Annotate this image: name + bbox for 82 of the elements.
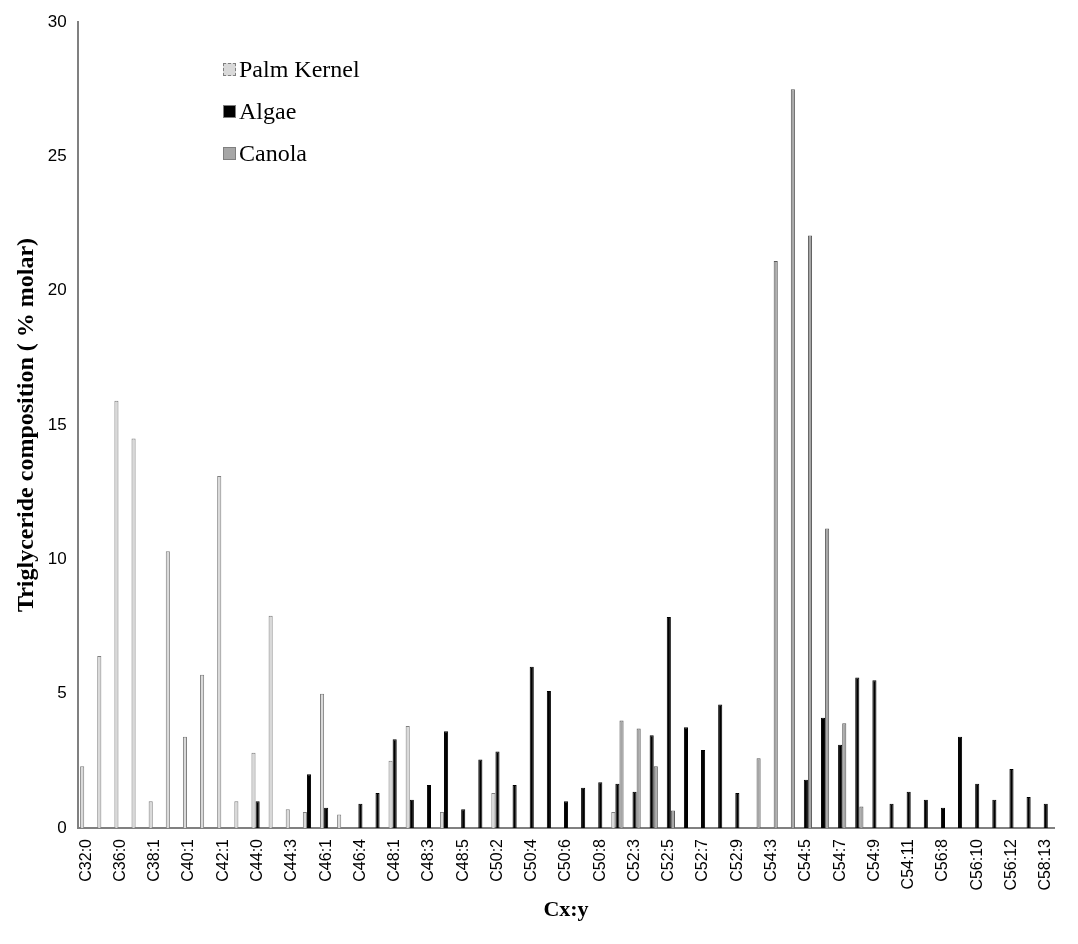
bar: [615, 783, 620, 829]
y-tick-label: 30: [47, 11, 67, 31]
bar: [666, 617, 671, 829]
bar: [255, 801, 260, 829]
bar: [872, 680, 877, 829]
bar: [409, 799, 414, 829]
bar: [512, 785, 517, 829]
legend-label: Algae: [239, 97, 297, 126]
x-tick-label: C52:3: [624, 838, 642, 882]
y-tick-label: 5: [57, 683, 67, 703]
x-tick-label: C52:7: [693, 838, 711, 882]
x-tick-label: C54:7: [830, 838, 848, 882]
bar: [1009, 768, 1014, 829]
bar: [529, 666, 534, 829]
bar: [324, 807, 329, 829]
x-tick-label: C46:4: [350, 838, 368, 882]
x-tick-label: C52:9: [727, 838, 745, 882]
bar: [649, 735, 654, 829]
x-tick-label: C52:5: [659, 838, 677, 882]
bar: [889, 803, 894, 829]
x-tick-label: C44:0: [248, 838, 266, 882]
bar: [992, 799, 997, 829]
bar: [392, 739, 397, 829]
x-tick-label: C56:12: [1001, 838, 1019, 891]
bar: [701, 750, 706, 829]
bar: [1026, 797, 1031, 829]
bar: [632, 791, 637, 829]
bar: [598, 782, 603, 829]
x-axis-title: Cx:y: [543, 896, 589, 922]
x-tick-label: C46:1: [316, 838, 334, 882]
bar: [478, 759, 483, 829]
bar: [906, 791, 911, 829]
bar: [563, 801, 569, 829]
bar: [461, 809, 466, 829]
bar: [923, 799, 928, 829]
x-tick-label: C54:3: [762, 838, 780, 882]
bar: [718, 704, 723, 829]
x-tick-label: C38:1: [145, 838, 163, 882]
x-tick-label: C50:4: [522, 838, 540, 882]
x-tick-label: C56:8: [933, 838, 951, 882]
bar: [735, 793, 740, 829]
y-tick-label: 25: [47, 146, 67, 166]
legend-label: Palm Kernel: [239, 55, 360, 84]
bar: [975, 783, 980, 829]
y-tick-label: 0: [57, 817, 67, 837]
bar: [820, 717, 826, 829]
x-tick-label: C48:3: [419, 838, 437, 882]
x-tick-label: C32:0: [76, 838, 94, 882]
x-tick-label: C50:2: [487, 838, 505, 882]
bar: [803, 779, 808, 829]
bar: [306, 774, 312, 829]
x-tick-label: C54:9: [864, 838, 882, 882]
bar: [426, 785, 431, 829]
x-tick-label: C50:6: [556, 838, 574, 882]
x-tick-label: C40:1: [179, 838, 197, 882]
bar: [958, 736, 963, 829]
bar: [546, 690, 551, 829]
x-tick-label: C44:3: [282, 838, 300, 882]
x-tick-label: C50:8: [590, 838, 608, 882]
x-tick-label: C58:13: [1036, 838, 1054, 891]
y-tick-label: 20: [47, 280, 67, 300]
bar: [444, 731, 449, 829]
bar: [855, 677, 860, 829]
y-tick-label: 15: [47, 414, 67, 434]
x-tick-label: C56:10: [967, 838, 985, 891]
bar: [358, 803, 363, 829]
bar: [375, 793, 380, 829]
y-axis-title: Triglyceride composition ( % molar): [11, 237, 38, 613]
bar: [1043, 803, 1048, 829]
x-tick-label: C54:5: [796, 838, 814, 882]
legend-label: Canola: [239, 139, 307, 168]
x-tick-label: C48:1: [385, 838, 403, 882]
bar: [581, 787, 586, 829]
bar: [683, 727, 688, 829]
bar: [838, 744, 843, 829]
bar: [495, 751, 500, 829]
y-tick-label: 10: [47, 549, 67, 569]
x-tick-label: C54:11: [899, 838, 917, 890]
x-tick-label: C42:1: [213, 838, 231, 882]
x-tick-label: C36:0: [110, 838, 128, 882]
x-tick-label: C48:5: [453, 838, 471, 882]
bar: [940, 807, 945, 829]
